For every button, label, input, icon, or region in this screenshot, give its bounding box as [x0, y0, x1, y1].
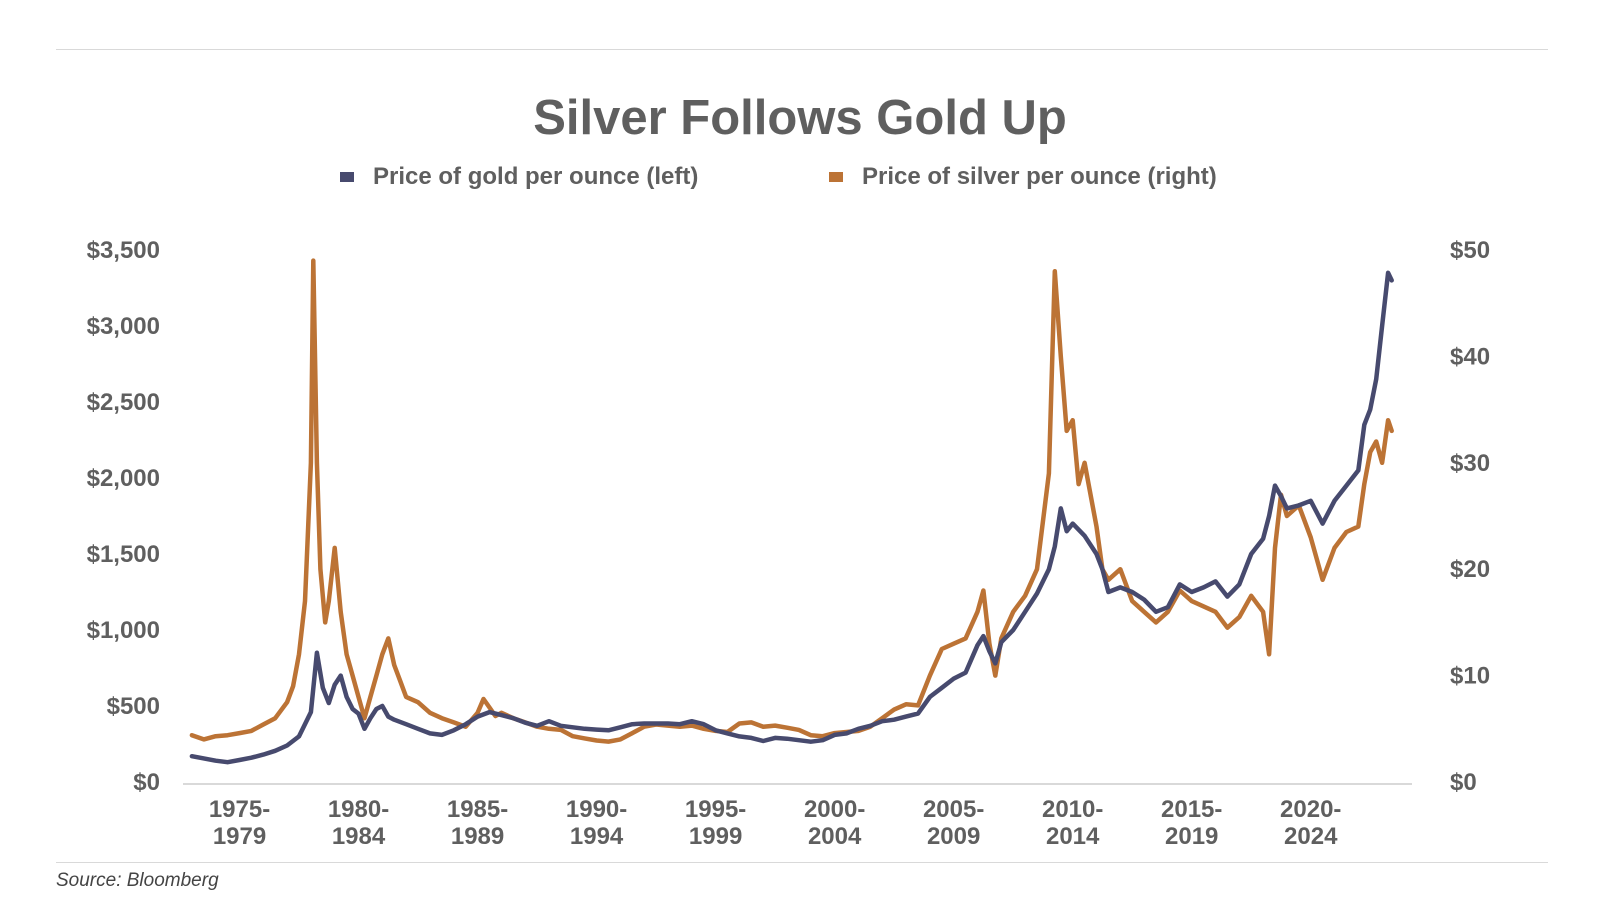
- left-tick-label: $2,000: [87, 465, 160, 492]
- x-tick-label: 1995-1999: [685, 796, 746, 850]
- right-tick-label: $30: [1450, 450, 1490, 477]
- x-tick-label: 2020-2024: [1280, 796, 1341, 850]
- left-tick-label: $3,500: [87, 237, 160, 264]
- left-tick-label: $500: [107, 693, 160, 720]
- left-tick-label: $1,500: [87, 541, 160, 568]
- silver-price-line: [189, 258, 1394, 744]
- right-tick-label: $40: [1450, 343, 1490, 370]
- right-tick-label: $10: [1450, 663, 1490, 690]
- legend-silver-swatch: [829, 172, 843, 182]
- x-tick-label: 2010-2014: [1042, 796, 1103, 850]
- x-tick-label: 1990-1994: [566, 796, 627, 850]
- x-tick-label: 1975-1979: [209, 796, 270, 850]
- x-tick-label: 1980-1984: [328, 796, 389, 850]
- x-tick-label: 2015-2019: [1161, 796, 1222, 850]
- right-tick-label: $0: [1450, 769, 1477, 796]
- left-tick-label: $3,000: [87, 313, 160, 340]
- legend: Price of gold per ounce (left) Price of …: [340, 163, 1217, 190]
- series-layer: [189, 258, 1394, 765]
- left-tick-label: $2,500: [87, 389, 160, 416]
- legend-gold-label: Price of gold per ounce (left): [373, 163, 698, 190]
- legend-silver-label: Price of silver per ounce (right): [862, 163, 1217, 190]
- legend-gold-swatch: [340, 172, 354, 182]
- right-tick-label: $50: [1450, 237, 1490, 264]
- source-note: Source: Bloomberg: [56, 870, 219, 891]
- x-tick-label: 2000-2004: [804, 796, 865, 850]
- x-tick-label: 1985-1989: [447, 796, 508, 850]
- x-tick-label: 2005-2009: [923, 796, 984, 850]
- right-tick-label: $20: [1450, 556, 1490, 583]
- gold-price-line: [189, 270, 1394, 765]
- x-axis-ticks: 1975-1979 1980-1984 1985-1989 1990-1994 1995…: [209, 796, 1342, 850]
- bottom-rule: [56, 862, 1548, 863]
- left-tick-label: $0: [133, 769, 160, 796]
- left-tick-label: $1,000: [87, 617, 160, 644]
- chart-title: Silver Follows Gold Up: [533, 91, 1067, 145]
- right-axis-ticks: $0 $10 $20 $30 $40 $50: [1450, 237, 1490, 796]
- top-rule: [56, 49, 1548, 50]
- left-axis-ticks: $0 $500 $1,000 $1,500 $2,000 $2,500 $3,000 $3,5…: [87, 237, 160, 796]
